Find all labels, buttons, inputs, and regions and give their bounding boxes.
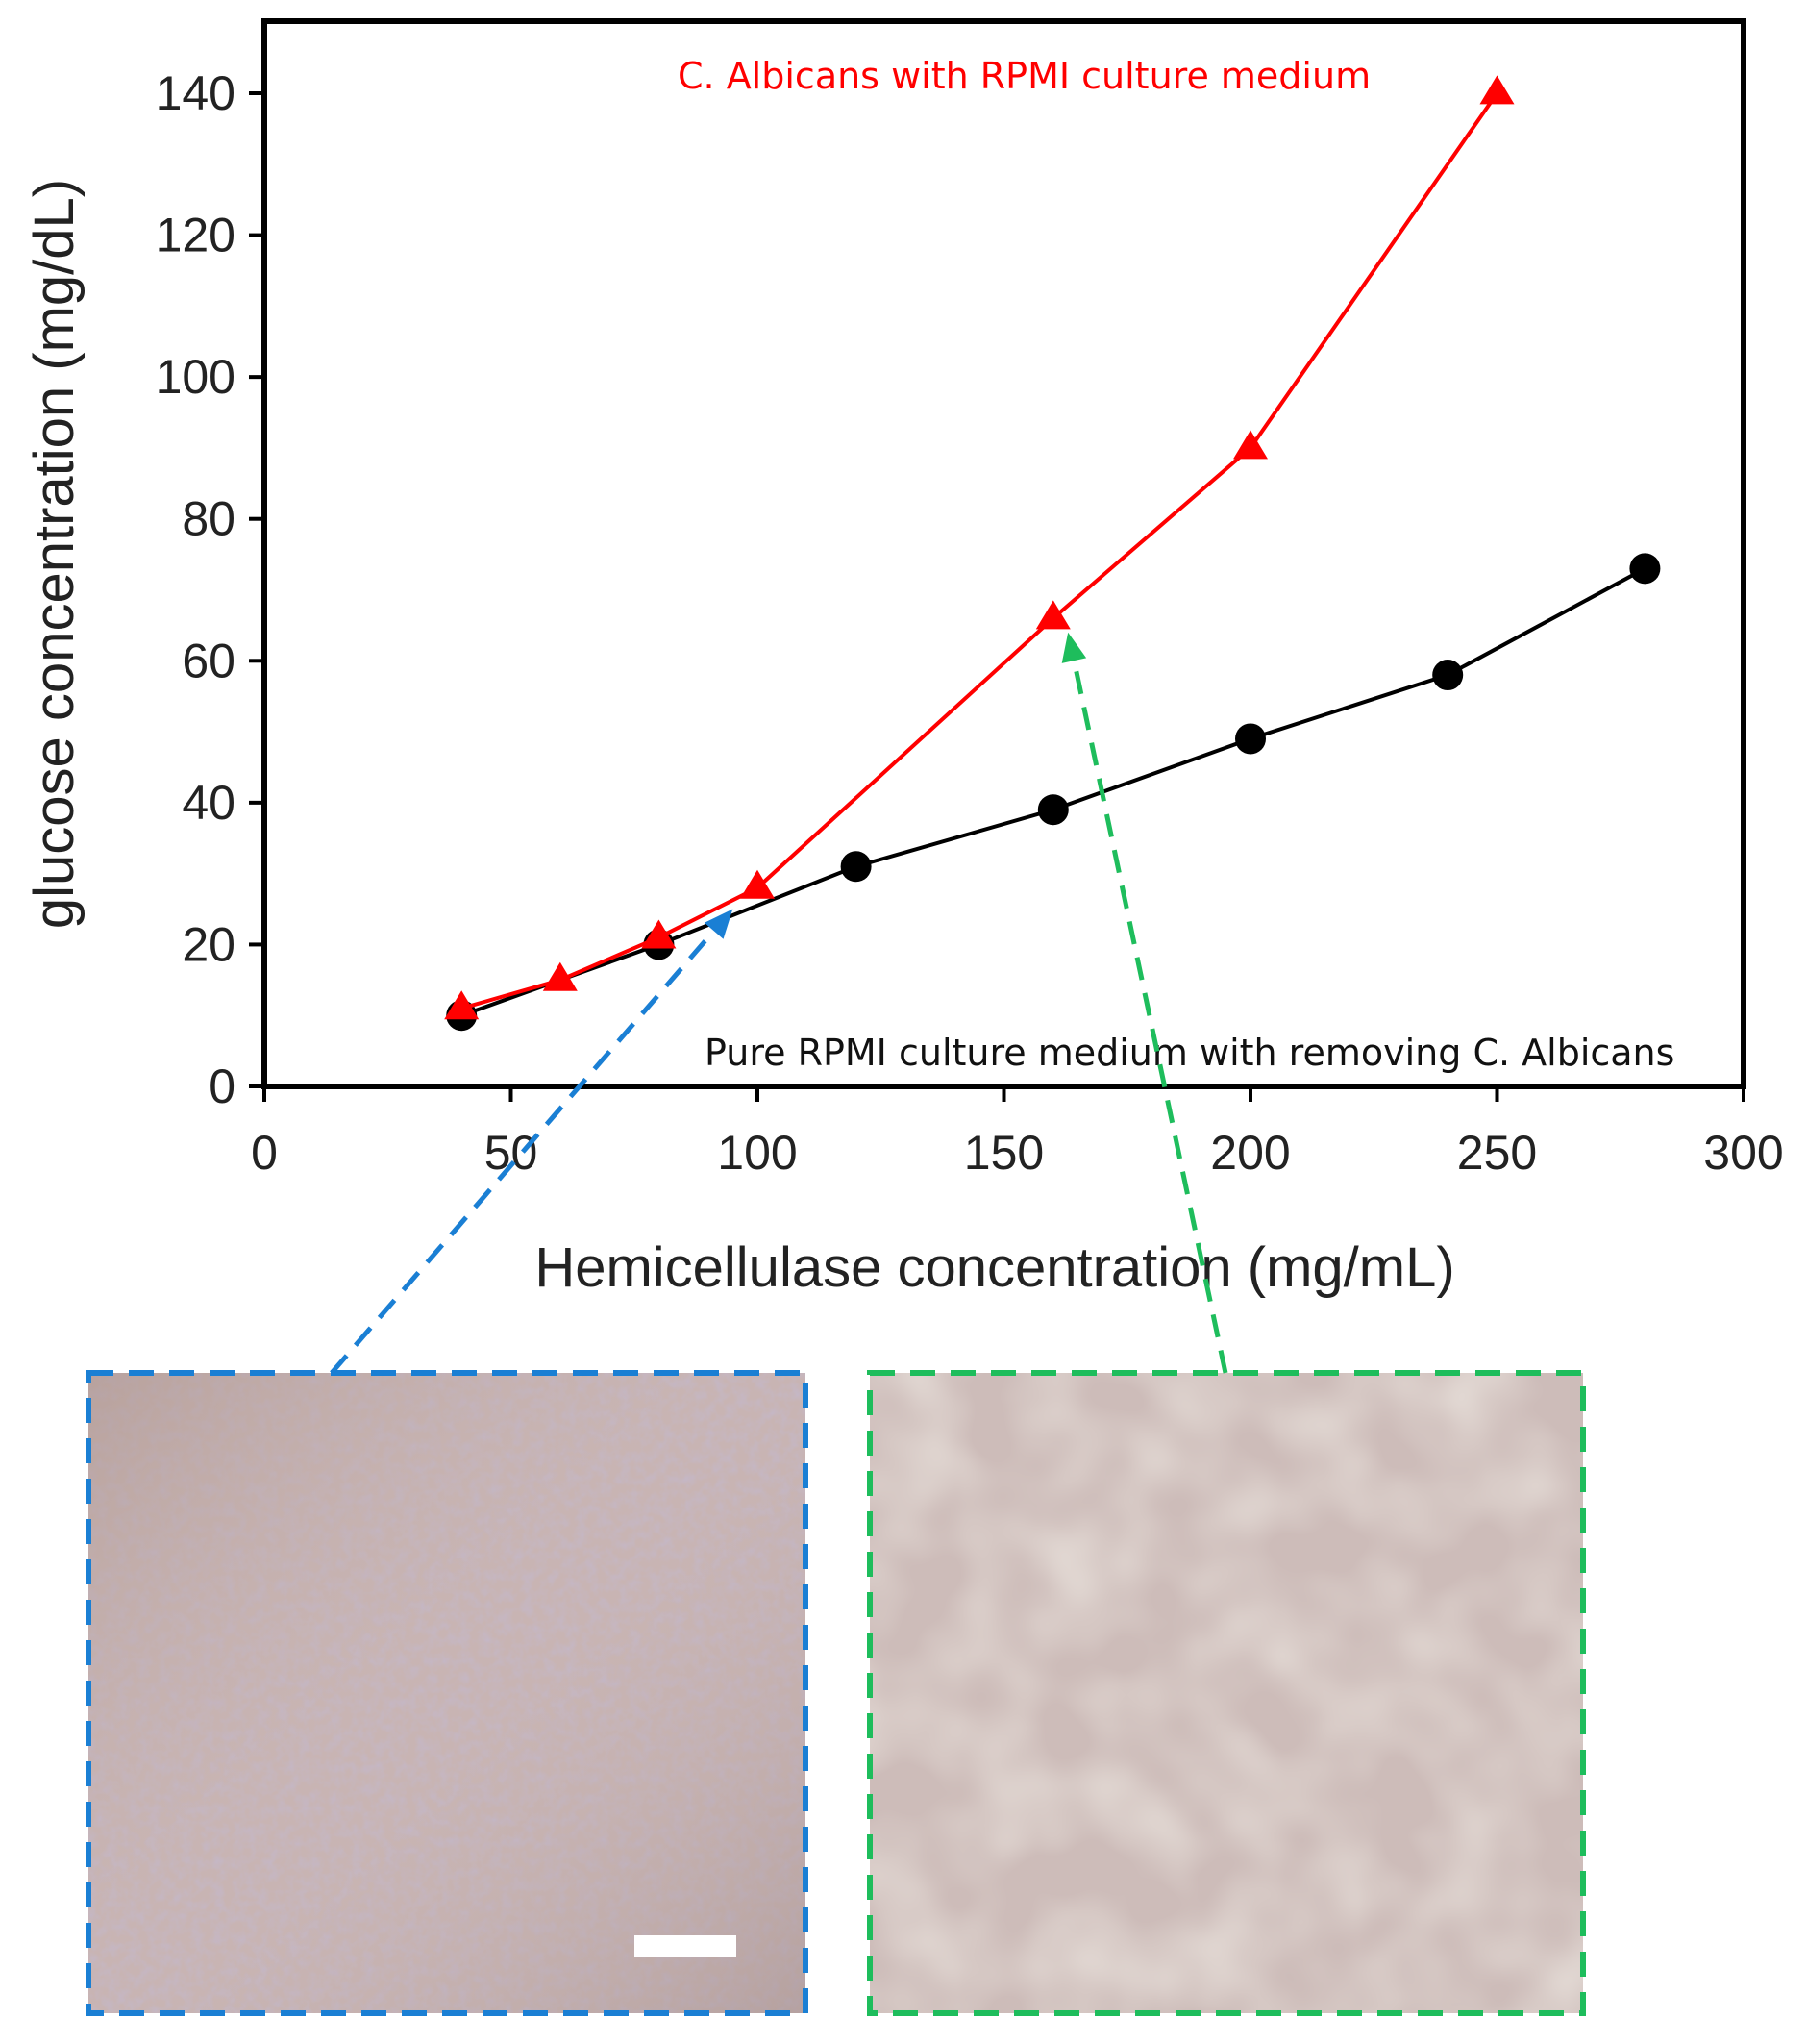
y-tick-label: 40 [182,776,235,830]
x-tick-label: 150 [964,1126,1044,1180]
data-point [1233,430,1268,460]
data-point [1629,553,1661,585]
y-tick-label: 100 [156,350,235,404]
series-line [460,91,1499,1010]
inset-border-green [867,1370,1586,2016]
y-axis-title: glucose concentration (mg/dL) [23,179,86,929]
series-c-albicans [444,75,1515,1020]
data-point [740,869,775,899]
x-tick-label: 50 [484,1126,538,1180]
plot-frame [261,18,1746,1089]
y-tick-label: 120 [156,209,235,262]
y-tick-label: 140 [156,66,235,120]
data-point [1479,75,1515,105]
scale-bar [634,1935,736,1957]
x-tick-label: 0 [251,1126,278,1180]
data-point [542,961,578,991]
series-layer [444,75,1661,1032]
y-tick-label: 60 [182,634,235,687]
data-point [641,919,677,949]
data-point [1035,600,1071,630]
y-tick-label: 0 [209,1059,235,1113]
inset-border-blue [86,1370,808,2016]
micrograph-inset-green [867,1370,1586,2016]
x-tick-label: 200 [1210,1126,1290,1180]
x-tick-label: 250 [1457,1126,1537,1180]
x-tick-label: 300 [1703,1126,1783,1180]
data-point [444,990,480,1020]
series-label-black: Pure RPMI culture medium with removing C… [705,1032,1674,1074]
callout-blue [330,909,733,1375]
series-line [460,566,1646,1018]
data-point [1235,723,1266,755]
data-point [1432,660,1464,691]
data-point [1037,794,1069,826]
x-tick-label: 100 [717,1126,797,1180]
data-point [840,851,872,883]
x-axis-title: Hemicellulase concentration (mg/mL) [534,1236,1454,1299]
callout-green [1061,632,1228,1374]
axes: 0 50 100 150 200 250 300 0 20 40 60 80 100 120 140 [156,66,1784,1180]
micrograph-inset-blue [86,1370,808,2016]
y-tick-label: 80 [182,492,235,546]
series-label-red: C. Albicans with RPMI culture medium [678,55,1371,97]
y-tick-label: 20 [182,917,235,971]
